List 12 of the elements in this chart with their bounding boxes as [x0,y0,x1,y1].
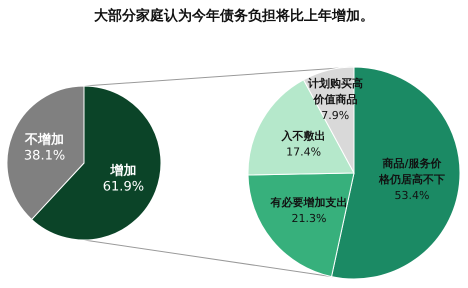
slice-label: 不增加 [24,132,64,148]
data-label: 38.1% [24,148,66,164]
data-label: 61.9% [102,179,144,194]
data-label: 7.9% [321,109,350,122]
data-label: 53.4% [394,189,430,202]
slice-label: 入不敷出 [280,130,326,143]
text: 大部分家庭认为今年债务负担将比上年增加。 [94,7,374,24]
slice-label: 增加 [109,163,136,178]
data-label: 21.3% [291,212,326,226]
data-label: 17.4% [286,146,322,159]
slice-label: 有必要增加支出 [269,196,348,210]
slice-label: 商品/服务价格仍居高不下 [378,157,445,186]
